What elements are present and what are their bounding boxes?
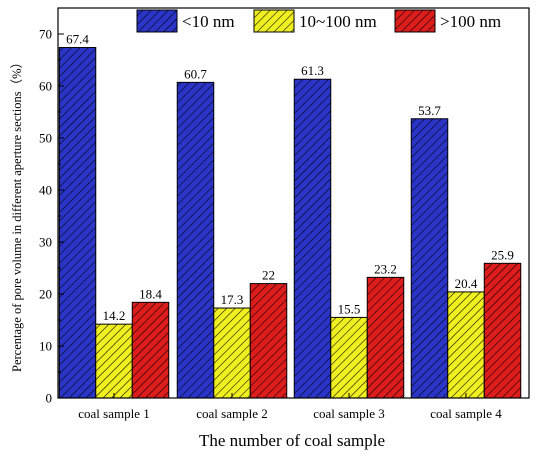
bar-3-series-2: [330, 316, 368, 399]
plot-area: [58, 47, 522, 399]
data-label: 15.5: [338, 301, 361, 316]
data-label: 25.9: [491, 247, 514, 262]
y-tick-label: 60: [39, 79, 52, 94]
x-tick-label: coal sample 2: [196, 406, 267, 421]
data-label: 61.3: [301, 63, 324, 78]
bar-4-series-3: [483, 262, 522, 399]
x-tick-label: coal sample 4: [430, 406, 502, 421]
x-tick-label: coal sample 1: [78, 406, 149, 421]
data-label: 17.3: [221, 292, 244, 307]
data-label: 22: [262, 268, 275, 283]
legend-swatch: [253, 9, 295, 33]
bar-2-series-2: [213, 307, 251, 399]
legend-label: >100 nm: [440, 12, 501, 31]
bar-2-series-1: [176, 81, 215, 399]
bar-1-series-1: [58, 47, 97, 399]
x-tick-label: coal sample 3: [313, 406, 384, 421]
data-label: 18.4: [139, 286, 162, 301]
y-tick-label: 30: [39, 235, 52, 250]
legend-label: 10~100 nm: [299, 12, 377, 31]
y-tick-label: 50: [39, 131, 52, 146]
data-labels: 67.4 14.2 18.4 60.7 17.3 22 61.3 15.5 23.2 53.7 20…: [66, 32, 514, 324]
data-label: 23.2: [374, 261, 397, 276]
data-label: 60.7: [184, 66, 207, 81]
axes: coal sample 1 coal sample 2 coal sample 3 c…: [39, 27, 502, 422]
legend-swatch: [394, 9, 436, 33]
x-axis-title: The number of coal sample: [199, 431, 385, 450]
data-label: 67.4: [66, 32, 89, 47]
bar-1-series-3: [131, 301, 170, 399]
bar-3-series-1: [293, 78, 332, 399]
y-tick-label: 20: [39, 287, 52, 302]
bar-2-series-3: [249, 283, 288, 399]
data-label: 14.2: [103, 308, 126, 323]
legend: <10 nm 10~100 nm >100 nm: [136, 9, 501, 33]
data-label: 53.7: [418, 103, 441, 118]
bar-1-series-2: [95, 323, 133, 399]
y-axis-title: Percentage of pore volume in different a…: [10, 56, 24, 372]
y-tick-label: 40: [39, 183, 52, 198]
bar-4-series-1: [410, 118, 449, 399]
data-label: 20.4: [455, 276, 478, 291]
legend-swatch: [136, 9, 178, 33]
bar-3-series-3: [366, 276, 405, 399]
y-tick-label: 70: [39, 27, 52, 42]
plot-frame: [57, 7, 530, 399]
bar-4-series-2: [447, 291, 485, 399]
y-tick-label: 0: [46, 391, 53, 406]
y-tick-label: 10: [39, 339, 52, 354]
legend-label: <10 nm: [182, 12, 235, 31]
